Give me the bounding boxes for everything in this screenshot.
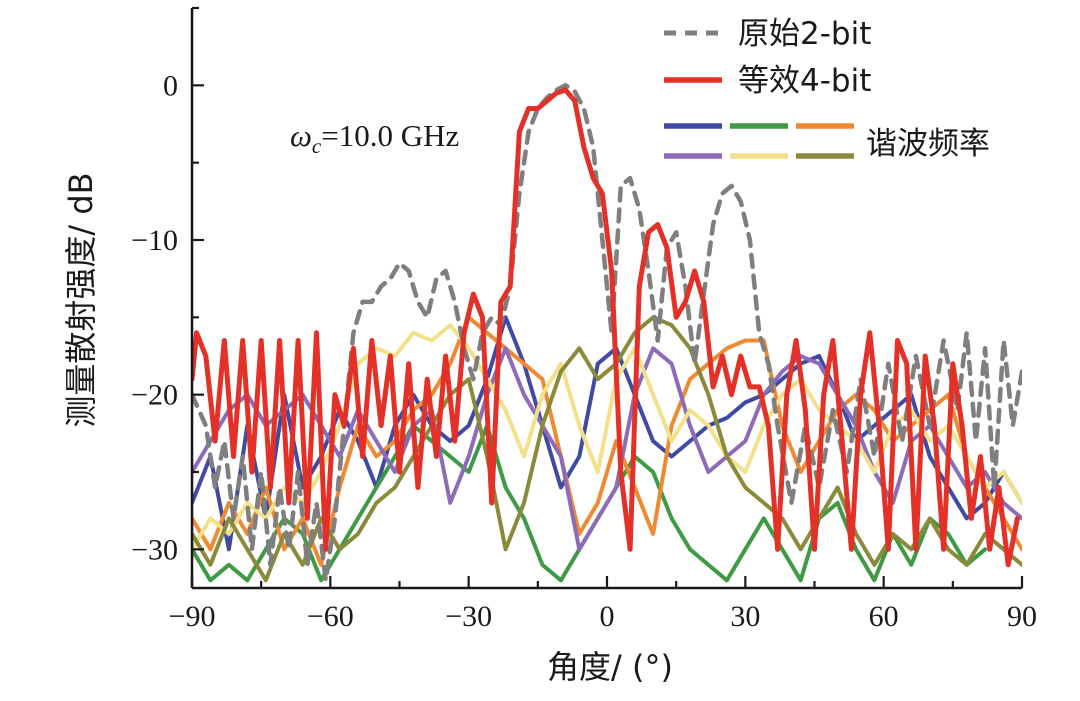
x-tick-label: 60 xyxy=(869,600,899,633)
legend-harmonic-swatches xyxy=(664,123,854,159)
series-line-1 xyxy=(192,87,1020,568)
y-tick-label: 0 xyxy=(163,69,178,102)
omega-subscript: c xyxy=(312,134,322,158)
series-line-4 xyxy=(192,315,1022,567)
legend-label-equivalent: 等效4-bit xyxy=(738,63,871,99)
x-axis-title: 角度/ (°) xyxy=(547,648,673,686)
y-ticks: 0 −10 −20 −30 xyxy=(131,6,204,566)
omega-symbol: ω xyxy=(290,118,312,153)
y-tick-label: −30 xyxy=(131,533,178,566)
series-line-7 xyxy=(192,315,1022,583)
frequency-annotation: ωc=10.0 GHz xyxy=(290,118,459,158)
legend: 原始2-bit 等效4-bit 谐波频率 xyxy=(664,16,990,162)
x-tick-label: 30 xyxy=(730,600,760,633)
x-tick-label: 90 xyxy=(1007,600,1037,633)
y-axis-title: 测量散射强度/ dB xyxy=(62,172,100,427)
legend-label-original: 原始2-bit xyxy=(738,16,871,52)
y-tick-label: −10 xyxy=(131,224,178,257)
legend-label-harmonics: 谐波频率 xyxy=(866,126,990,162)
x-tick-label: −30 xyxy=(445,600,492,633)
x-ticks: −90 −60 −30 0 30 60 90 xyxy=(169,576,1037,633)
x-tick-label: −90 xyxy=(169,600,216,633)
x-tick-label: 0 xyxy=(600,600,615,633)
x-tick-label: −60 xyxy=(307,600,354,633)
frequency-value: =10.0 GHz xyxy=(321,118,459,153)
y-tick-label: −20 xyxy=(131,379,178,412)
series-layer xyxy=(192,83,1022,583)
